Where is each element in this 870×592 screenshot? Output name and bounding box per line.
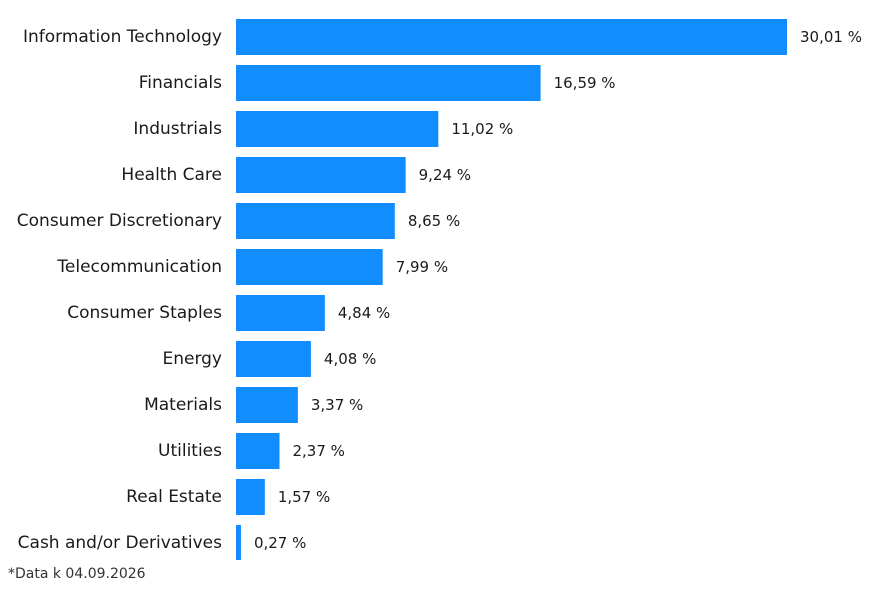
value-label: 4,08 %: [324, 350, 376, 368]
bar: [236, 387, 298, 423]
category-label: Real Estate: [126, 487, 222, 507]
category-label: Industrials: [133, 119, 222, 139]
value-label: 0,27 %: [254, 534, 306, 552]
bar: [236, 341, 311, 377]
bar: [236, 157, 406, 193]
bar: [236, 19, 787, 55]
value-label: 2,37 %: [293, 442, 345, 460]
category-label: Consumer Staples: [67, 303, 222, 323]
category-label: Materials: [144, 395, 222, 415]
value-label: 3,37 %: [311, 396, 363, 414]
value-label: 7,99 %: [396, 258, 448, 276]
value-label: 8,65 %: [408, 212, 460, 230]
bar-chart: Information Technology 30,01 % Financials 1…: [17, 19, 862, 560]
category-label: Health Care: [121, 165, 222, 185]
value-label: 9,24 %: [419, 166, 471, 184]
category-label: Energy: [162, 349, 222, 369]
bar: [236, 295, 325, 331]
value-label: 16,59 %: [554, 74, 616, 92]
category-label: Cash and/or Derivatives: [18, 533, 222, 553]
category-label: Financials: [139, 73, 222, 93]
bar: [236, 479, 265, 515]
category-label: Utilities: [158, 441, 222, 461]
bar: [236, 65, 541, 101]
value-label: 4,84 %: [338, 304, 390, 322]
bar: [236, 433, 280, 469]
category-label: Consumer Discretionary: [17, 211, 222, 231]
category-label: Information Technology: [23, 27, 222, 47]
value-label: 1,57 %: [278, 488, 330, 506]
value-label: 11,02 %: [451, 120, 513, 138]
bar: [236, 203, 395, 239]
value-label: 30,01 %: [800, 28, 862, 46]
bar: [236, 249, 383, 285]
bar: [236, 111, 439, 147]
category-label: Telecommunication: [56, 257, 222, 277]
footnote: *Data k 04.09.2026: [8, 566, 146, 582]
bar: [236, 525, 241, 560]
